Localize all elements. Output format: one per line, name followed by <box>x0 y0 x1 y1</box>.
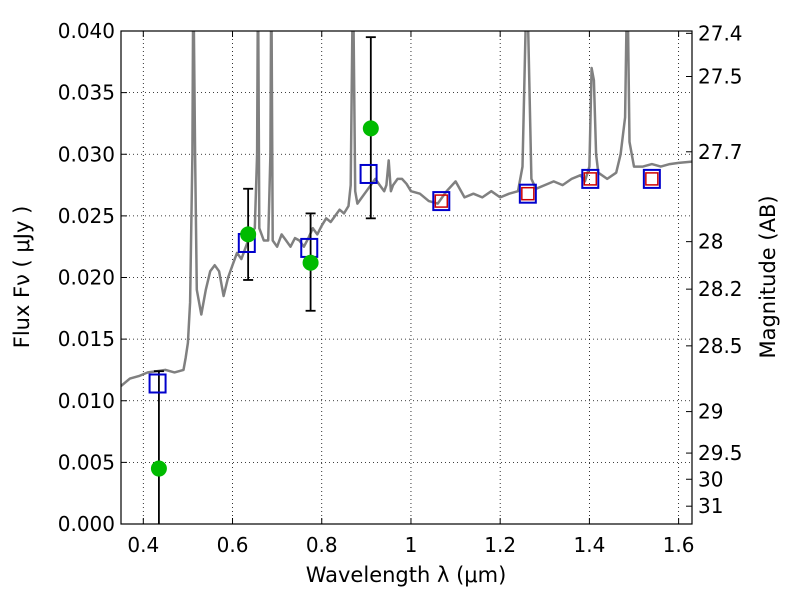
right-tick-label: 30 <box>698 467 723 491</box>
x-tick-label: 1.4 <box>573 533 605 557</box>
model-square <box>518 183 537 204</box>
right-tick-label: 27.7 <box>698 140 743 164</box>
x-tick-label: 1.2 <box>484 533 516 557</box>
y-axis-label-right: Magnitude (AB) <box>756 195 780 358</box>
right-tick-label: 28.5 <box>698 334 743 358</box>
model-square <box>581 168 600 189</box>
x-tick-label: 1 <box>405 533 418 557</box>
model-square <box>148 373 167 394</box>
y-tick-label: 0.030 <box>58 142 115 166</box>
photometry-point <box>240 226 257 243</box>
right-tick-label: 31 <box>698 494 723 518</box>
right-tick-label: 27.4 <box>698 21 743 45</box>
y-tick-label: 0.000 <box>58 512 115 536</box>
observed-square <box>645 172 659 186</box>
y-tick-label: 0.040 <box>58 19 115 43</box>
plot-area <box>121 31 692 524</box>
right-tick-label: 28 <box>698 230 723 254</box>
y-tick-label: 0.005 <box>58 450 115 474</box>
y-tick-label: 0.025 <box>58 204 115 228</box>
x-tick-label: 1.6 <box>663 533 695 557</box>
right-tick-label: 29 <box>698 400 723 424</box>
axis-ticks: 0.4 0.6 0.8 1 1.2 1.4 1.6 0.000 0.005 0.010 0.015 0… <box>58 19 743 557</box>
right-tick-label: 27.5 <box>698 65 743 89</box>
y-tick-label: 0.015 <box>58 327 115 351</box>
x-tick-label: 0.6 <box>217 533 249 557</box>
x-tick-label: 0.8 <box>306 533 338 557</box>
photometry-point <box>302 254 319 271</box>
observed-square <box>583 172 598 186</box>
grid-lines <box>121 30 692 525</box>
right-tick-label: 28.2 <box>698 277 743 301</box>
y-tick-label: 0.035 <box>58 81 115 105</box>
y-tick-label: 0.020 <box>58 266 115 290</box>
photometry-point <box>362 120 379 137</box>
observed-square <box>521 186 535 201</box>
model-square <box>359 163 378 184</box>
model-square <box>642 168 661 189</box>
photometry-point <box>150 460 167 477</box>
x-axis-label: Wavelength λ (μm) <box>306 563 507 587</box>
y-axis-label-left: Flux Fν ( μJy ) <box>10 206 34 349</box>
x-tick-label: 0.4 <box>127 533 159 557</box>
spectrum-line <box>121 31 692 387</box>
right-tick-label: 29.5 <box>698 441 743 465</box>
observed-square <box>434 194 449 208</box>
plot-frame <box>120 30 693 525</box>
y-tick-label: 0.010 <box>58 389 115 413</box>
model-square <box>432 191 451 212</box>
